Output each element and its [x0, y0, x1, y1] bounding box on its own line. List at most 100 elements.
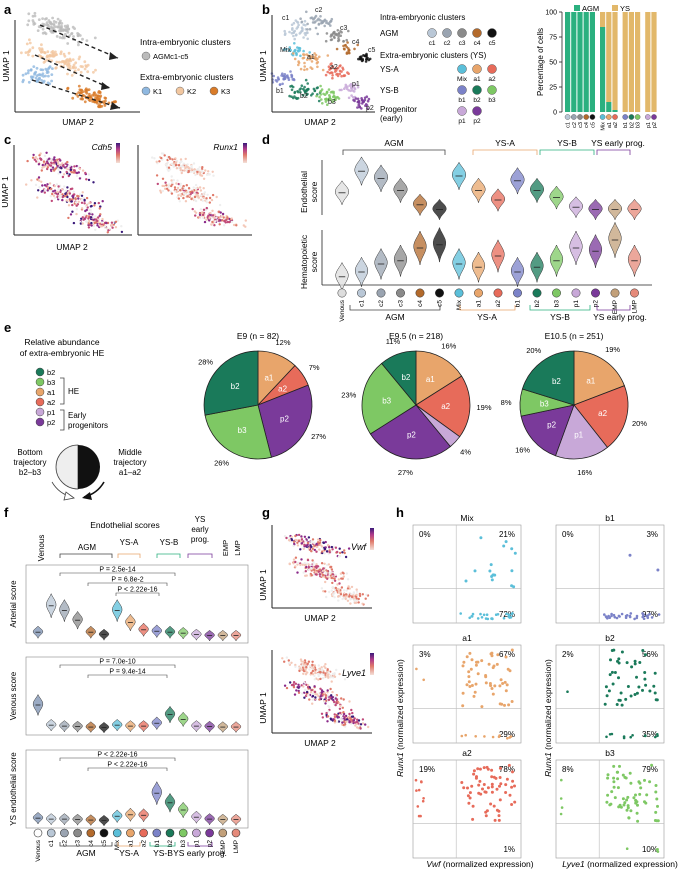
umap-point: [175, 167, 179, 170]
panel-f-group-ysprog-2: early: [191, 525, 208, 534]
bar-ylabel: Percentage of cells: [536, 28, 545, 96]
panel-d-xtick-p2: p2: [593, 300, 600, 308]
umap-point: [332, 35, 336, 39]
h-point: [635, 614, 639, 618]
h-pct-tl-b1: 0%: [562, 530, 574, 539]
umap-point: [120, 230, 124, 234]
pie-pct-b2: 20%: [526, 346, 541, 355]
umap-point: [87, 173, 91, 176]
umap-point: [321, 68, 325, 72]
umap-point: [75, 164, 79, 168]
umap-point: [341, 577, 344, 580]
umap-point: [317, 570, 320, 573]
h-point: [417, 788, 421, 792]
umap-point: [50, 54, 54, 57]
h-point: [510, 648, 514, 652]
panel-f-ylabel-2: YS endothelial score: [9, 752, 18, 826]
f-xtick-EMP: EMP: [220, 840, 227, 854]
h-point: [484, 790, 488, 794]
umap-point: [346, 578, 350, 581]
umap-point: [52, 54, 56, 58]
h-point: [422, 678, 426, 682]
umap-point: [166, 161, 169, 164]
f-pval-bracket: [59, 572, 176, 576]
umap-point: [60, 24, 63, 28]
umap-point: [56, 193, 59, 196]
umap-point: [330, 680, 333, 683]
h-point: [472, 772, 476, 776]
umap-point: [332, 676, 335, 679]
h-point: [511, 770, 514, 774]
umap-point: [196, 168, 199, 171]
umap-point: [331, 673, 335, 676]
umap-point: [322, 541, 325, 544]
umap-point: [297, 689, 300, 693]
f-pval-2-1: P < 2.22e-16: [107, 762, 147, 769]
umap-point: [54, 161, 57, 164]
umap-point: [226, 216, 229, 219]
umap-point: [195, 191, 198, 194]
umap-point: [27, 19, 31, 23]
umap-point: [326, 70, 330, 74]
umap-point: [71, 65, 75, 69]
umap-point: [305, 562, 309, 565]
umap-point: [315, 550, 318, 553]
legend-label-b2: b2: [473, 97, 481, 104]
h-point: [498, 776, 502, 779]
umap-point: [355, 593, 358, 596]
umap-point: [75, 208, 79, 211]
f-xtick-swatch-p2: [205, 828, 214, 838]
umap-point: [346, 85, 349, 88]
h-point: [560, 778, 563, 782]
h-point: [510, 612, 513, 616]
umap-point: [326, 54, 330, 57]
umap-point: [72, 63, 76, 67]
h-pct-tl-a2: 19%: [419, 765, 435, 774]
pie-pct-p2: 16%: [515, 446, 530, 455]
umap-point: [211, 220, 214, 224]
h-point: [656, 804, 659, 808]
umap-point: [327, 676, 330, 679]
umap-point: [328, 551, 331, 554]
pie-pct-a1: 16%: [441, 341, 456, 350]
umap-point: [59, 159, 62, 162]
umap-point: [300, 535, 303, 538]
bar-xtick-c1: c1: [566, 122, 572, 128]
arrowhead-icon: [109, 52, 118, 60]
umap-point: [94, 93, 98, 97]
umap-point: [53, 169, 56, 172]
umap-point: [316, 86, 320, 89]
umap-point: [309, 66, 313, 69]
h-point: [624, 697, 628, 701]
umap-point: [206, 193, 209, 196]
h-point: [613, 796, 617, 800]
umap-point: [70, 74, 74, 77]
bar-agm-Mix: [600, 27, 606, 112]
h-point: [633, 693, 637, 696]
umap-point: [114, 100, 117, 104]
umap-point: [178, 200, 181, 203]
umap-point: [80, 198, 84, 201]
umap-point: [307, 693, 310, 697]
umap-point: [31, 19, 35, 22]
umap-point: [347, 51, 351, 55]
umap-point: [42, 61, 46, 64]
umap-point: [155, 174, 159, 177]
umap-point: [67, 204, 71, 207]
umap-point: [30, 179, 33, 182]
h-plot-frame-b2: [555, 644, 665, 744]
h-point: [636, 819, 640, 823]
bar-agm-c3: [577, 12, 583, 112]
umap-point: [81, 169, 85, 172]
umap-point: [337, 720, 341, 723]
umap-point: [319, 687, 322, 690]
umap-point: [337, 599, 340, 602]
panel-f-row-frame: [25, 656, 249, 736]
h-point: [490, 687, 494, 690]
panel-g-umap-vwf: [283, 533, 370, 606]
umap-point: [345, 87, 349, 91]
umap-point: [288, 562, 291, 566]
pie-slice-label-a1: a1: [264, 373, 273, 382]
h-point: [508, 793, 512, 797]
h-point: [499, 782, 503, 786]
